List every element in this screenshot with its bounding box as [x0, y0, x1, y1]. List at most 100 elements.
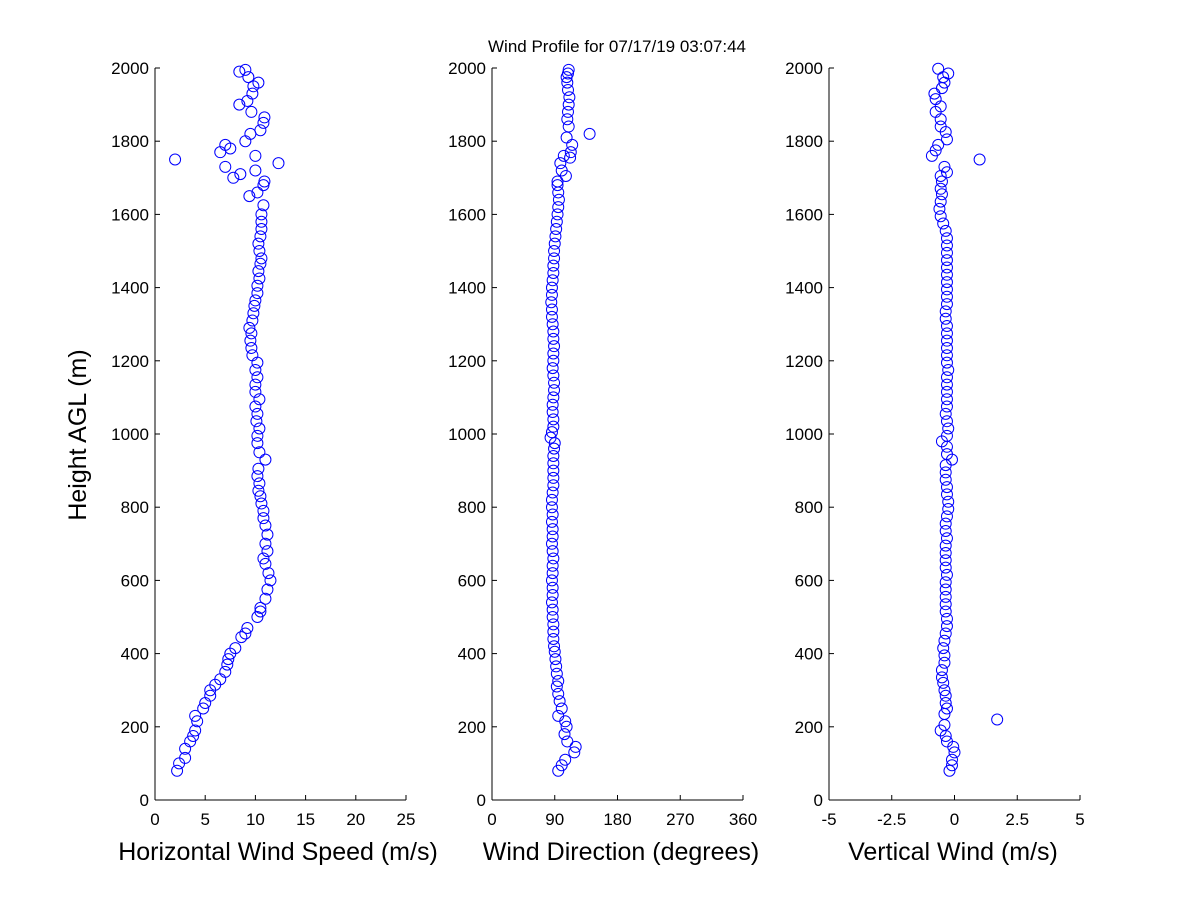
data-point [254, 605, 267, 618]
x-tick-label: 0 [150, 810, 159, 829]
data-point [191, 715, 204, 728]
data-point [547, 618, 560, 631]
data-point [940, 735, 953, 748]
data-point [547, 632, 560, 645]
data-point [250, 415, 263, 428]
data-point [948, 746, 961, 759]
data-point [553, 695, 566, 708]
data-point [945, 753, 958, 766]
data-point [939, 598, 952, 611]
data-point [940, 166, 953, 179]
data-point [546, 362, 559, 375]
data-point [939, 473, 952, 486]
data-point [935, 664, 948, 677]
data-point [187, 729, 200, 742]
data-point [249, 294, 262, 307]
data-point [550, 223, 563, 236]
data-point [940, 393, 953, 406]
data-point [547, 369, 560, 382]
data-point [259, 537, 272, 550]
x-tick-label: 2.5 [1005, 810, 1029, 829]
data-point [939, 524, 952, 537]
data-point [545, 515, 558, 528]
data-point [246, 314, 259, 327]
y-tick-label: 2000 [448, 59, 486, 78]
data-point [548, 376, 561, 389]
data-point [940, 349, 953, 362]
data-point [264, 574, 277, 587]
y-tick-label: 1400 [111, 279, 149, 298]
y-tick-label: 600 [121, 571, 149, 590]
data-point [939, 224, 952, 237]
x-tick-label: -5 [821, 810, 836, 829]
data-point [940, 290, 953, 303]
data-point [560, 720, 573, 733]
data-point [940, 246, 953, 259]
y-tick-label: 0 [140, 791, 149, 810]
data-point [547, 259, 560, 272]
data-point [546, 581, 559, 594]
data-point [255, 252, 268, 265]
data-point [234, 168, 247, 181]
y-tick-label: 200 [458, 718, 486, 737]
data-point [939, 590, 952, 603]
data-point [940, 254, 953, 267]
data-point [253, 245, 266, 257]
data-point [552, 201, 565, 214]
data-point [253, 272, 266, 285]
data-point [259, 453, 272, 466]
data-point [252, 265, 265, 278]
data-point [254, 230, 267, 243]
y-tick-label: 1000 [111, 425, 149, 444]
data-point [564, 151, 577, 164]
data-point [940, 612, 953, 625]
data-point [249, 363, 262, 376]
data-point [545, 288, 558, 301]
data-point [546, 545, 559, 558]
data-point [940, 298, 953, 311]
data-point [569, 740, 582, 753]
data-point [552, 675, 565, 688]
data-point [934, 113, 947, 126]
data-point [934, 195, 947, 208]
x-axis-label: Horizontal Wind Speed (m/s) [118, 838, 438, 866]
data-point [547, 449, 560, 462]
data-point [244, 127, 257, 140]
data-point [940, 385, 953, 398]
data-point [184, 735, 197, 748]
y-tick-label: 800 [795, 498, 823, 517]
x-tick-label: 360 [729, 810, 757, 829]
data-point [253, 446, 266, 459]
panel-wind-direction: 0 200 400 600 800 1000 1200 1400 1600 1800 2000 0 90… [448, 59, 759, 866]
data-point [942, 495, 955, 508]
data-point [546, 406, 559, 419]
data-point [545, 303, 558, 316]
data-point [561, 735, 574, 748]
data-point [939, 459, 952, 472]
data-point [563, 91, 576, 104]
data-point [547, 391, 560, 404]
data-point [942, 67, 955, 80]
data-point [547, 420, 560, 433]
figure-title: Wind Profile for 07/17/19 03:07:44 [488, 37, 746, 56]
y-tick-label: 1600 [448, 205, 486, 224]
y-tick-label: 400 [121, 645, 149, 664]
data-point [179, 751, 192, 764]
data-point [258, 111, 271, 124]
data-point [253, 422, 266, 435]
data-point [939, 554, 952, 567]
data-point [940, 283, 953, 296]
data-point [547, 464, 560, 477]
data-point [545, 574, 558, 587]
data-point [940, 261, 953, 274]
data-point [253, 393, 266, 406]
data-point [546, 274, 559, 287]
data-point [229, 642, 242, 655]
data-point [547, 457, 560, 470]
data-point [235, 631, 248, 644]
data-point [560, 131, 573, 144]
data-point [249, 164, 262, 177]
data-point [233, 65, 246, 78]
data-point [940, 276, 953, 289]
